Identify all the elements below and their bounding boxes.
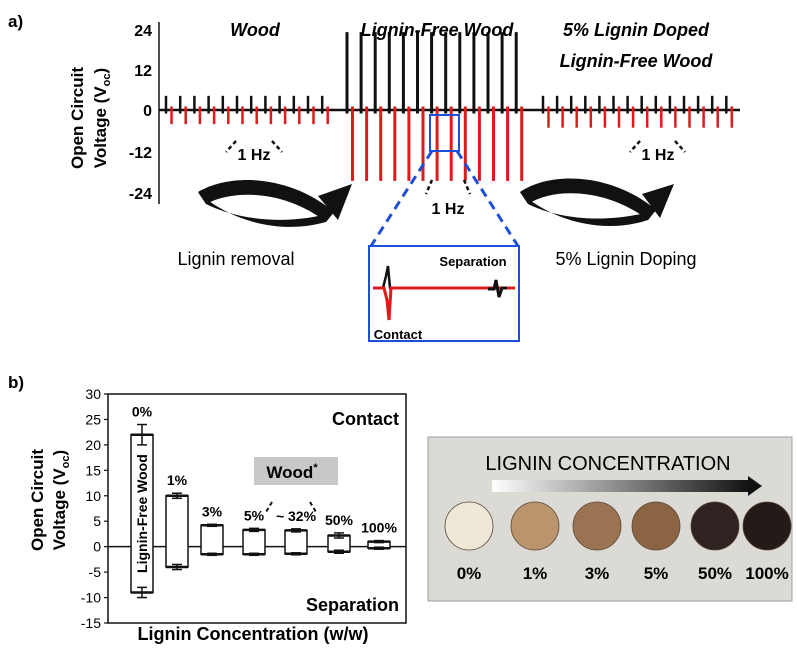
panel-b-ytick-label: -15 [81, 615, 101, 631]
panel-b: b) Voltage (Voc) Open Circuit -15 -10 -5 0 5… [8, 373, 407, 644]
inset-trace-red [373, 286, 515, 321]
panel-b-plot-frame [107, 393, 407, 624]
panel-a: a) Open Circuit Voltage (Voc) 24 12 0 -1… [8, 12, 740, 342]
label-lignin-removal: Lignin removal [177, 249, 294, 269]
panel-a-ytick-label: -12 [129, 145, 152, 162]
panel-b-ytick-label: 30 [85, 386, 101, 402]
bar [200, 524, 224, 556]
inset-contact-label: Contact [374, 327, 423, 342]
freq-label: 1 Hz [642, 147, 675, 164]
freq-label: 1 Hz [238, 147, 271, 164]
panel-a-ytick-label: 12 [134, 63, 152, 80]
inset-zoom: Separation Contact [368, 245, 520, 342]
bar-category-label: ~ 32% [276, 508, 317, 524]
approx-bracket [265, 501, 317, 513]
panel-b-ytick-label: -10 [81, 590, 101, 606]
arrow-lignin-removal [198, 180, 352, 227]
label-lignin-doping: 5% Lignin Doping [555, 249, 696, 269]
panel-a-ylabel-line2: Voltage (Voc) [91, 68, 113, 168]
panel-a-y-ticks: 24 12 0 -12 -24 [129, 23, 152, 203]
panel-b-ytick-label: 10 [85, 488, 101, 504]
inset-separation-peak [488, 279, 507, 298]
panel-a-ytick-label: 0 [143, 103, 152, 120]
section-title-lignin-free: Lignin-Free Wood [361, 20, 515, 40]
inset-separation-label: Separation [439, 254, 506, 269]
bar-category-label: 5% [244, 507, 265, 523]
arrow-lignin-doping [520, 178, 674, 227]
panel-b-ytick-label: -5 [89, 564, 102, 580]
sample-discs: 0% 1% 3% 5% 50% 100% [444, 501, 792, 583]
sample-disc [444, 501, 494, 551]
sample-disc [572, 501, 622, 551]
sample-label: 3% [585, 564, 610, 583]
bar-category-label: 0% [132, 404, 153, 420]
panel-b-ylabel: Voltage (Voc) [50, 450, 72, 550]
concentration-gradient-bar [492, 480, 750, 492]
panel-a-ylabel-line1: Open Circuit [68, 67, 87, 169]
bar-category-label: 50% [325, 512, 354, 528]
sample-label: 100% [745, 564, 788, 583]
zoom-connector-left [369, 150, 434, 247]
sample-disc [510, 501, 560, 551]
panel-b-category-labels: 0% 1% 3% 5% ~ 32% 50% 100% Lignin-Free Wood [132, 404, 398, 573]
sample-disc [690, 501, 740, 551]
sample-label: 0% [457, 564, 482, 583]
panel-b-bars [130, 423, 391, 599]
panel-b-ytick-label: 0 [93, 539, 101, 555]
panel-a-signal [164, 32, 734, 181]
section-title-doped-line2: Lignin-Free Wood [560, 51, 714, 71]
freq-bracket-wood: 1 Hz [225, 140, 283, 164]
wood-badge-text: Wood* [266, 462, 318, 482]
sample-disc [742, 501, 792, 551]
panel-a-ytick-label: -24 [129, 186, 152, 203]
panel-b-xlabel: Lignin Concentration (w/w) [138, 624, 369, 644]
section-title-doped-line1: 5% Lignin Doped [563, 20, 710, 40]
freq-label: 1 Hz [432, 201, 465, 218]
bar [284, 529, 308, 555]
panel-a-label: a) [8, 12, 23, 31]
sample-label: 5% [644, 564, 669, 583]
freq-bracket-doped: 1 Hz [629, 140, 686, 164]
contact-label: Contact [332, 409, 399, 429]
inset-frame [368, 245, 520, 342]
gradient-arrowhead [748, 476, 762, 496]
panel-b-ytick-label: 15 [85, 462, 101, 478]
panel-a-ytick-label: 24 [134, 23, 152, 40]
zoom-connector-right [455, 150, 520, 247]
panel-b-ytick-label: 5 [93, 513, 101, 529]
panel-b-ylabel-prefix: Open Circuit [28, 449, 47, 551]
sample-label: 50% [698, 564, 732, 583]
panel-b-y-ticks: -15 -10 -5 0 5 10 15 20 25 30 [81, 386, 108, 631]
panel-b-label: b) [8, 373, 24, 392]
freq-bracket-lignin-free: 1 Hz [424, 179, 472, 218]
wood-badge: Wood* [254, 457, 338, 485]
bar0-inner-label: Lignin-Free Wood [134, 454, 150, 573]
photo-title: LIGNIN CONCENTRATION [485, 453, 730, 475]
sample-disc [631, 501, 681, 551]
bar [242, 529, 266, 556]
panel-b-ytick-label: 25 [85, 411, 101, 427]
bar [165, 495, 189, 568]
zoom-region-box [429, 114, 460, 152]
wood-badge-bg [254, 457, 338, 485]
separation-label: Separation [306, 595, 399, 615]
bar-category-label: 3% [202, 503, 223, 519]
bar-category-label: 1% [167, 472, 188, 488]
sample-label: 1% [523, 564, 548, 583]
section-title-wood: Wood [230, 20, 281, 40]
lignin-sample-photo: LIGNIN CONCENTRATION 0% 1% 3% 5% 50% 100% [427, 436, 793, 602]
panel-b-ytick-label: 20 [85, 437, 101, 453]
bar-category-label: 100% [361, 520, 397, 536]
